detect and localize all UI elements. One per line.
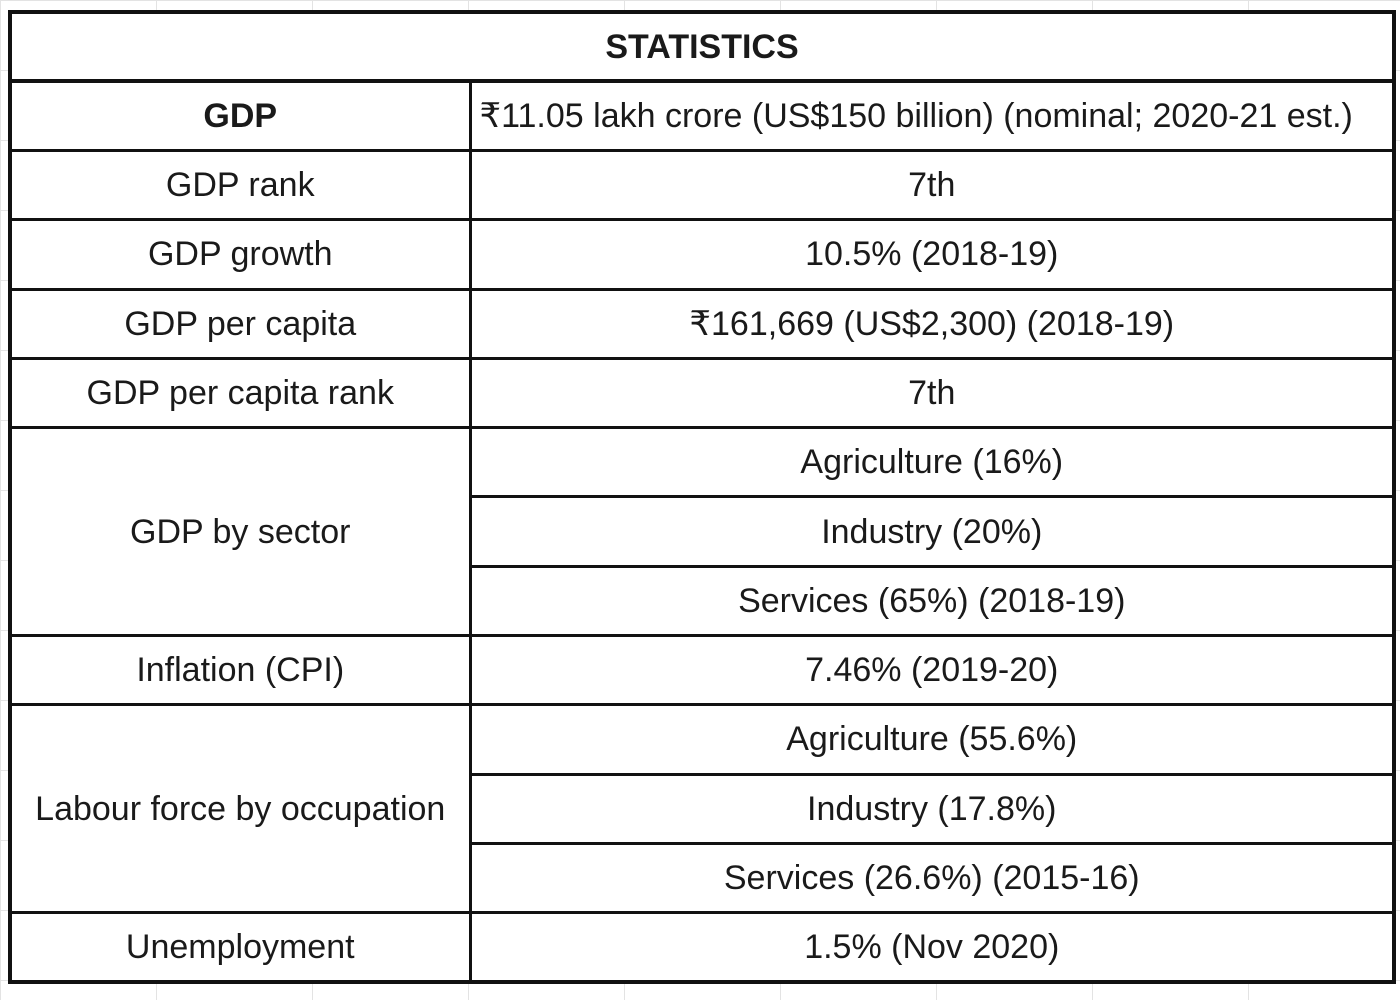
gdp-per-capita-label: GDP per capita — [8, 287, 472, 360]
gdp-growth-label: GDP growth — [8, 218, 472, 291]
table-row-gdp-per-capita: GDP per capita ₹161,669 (US$2,300) (2018… — [8, 287, 1396, 360]
table-row-gdp-rank: GDP rank 7th — [8, 149, 1396, 222]
table-row-unemployment: Unemployment 1.5% (Nov 2020) — [8, 911, 1396, 984]
gdp-label: GDP — [8, 79, 472, 153]
gdp-value: ₹11.05 lakh crore (US$150 billion) (nomi… — [468, 79, 1396, 153]
labour-agriculture: Agriculture (55.6%) — [468, 703, 1396, 776]
table-row-labour-industry: Industry (17.8%) — [10, 773, 1396, 845]
gdp-rank-label: GDP rank — [8, 149, 472, 222]
table-row-inflation: Inflation (CPI) 7.46% (2019-20) — [8, 634, 1396, 707]
labour-force-label: Labour force by occupation — [8, 703, 472, 915]
gdp-sector-industry: Industry (20%) — [468, 495, 1396, 568]
table-row-gdp-by-sector: GDP by sector Agriculture (16%) — [8, 426, 1396, 638]
gdp-sector-services: Services (65%) (2018-19) — [468, 565, 1396, 638]
table-row-gdp-sector-services: Services (65%) (2018-19) — [10, 565, 1396, 638]
gdp-sector-agriculture: Agriculture (16%) — [468, 426, 1396, 499]
table-row-gdp-growth: GDP growth 10.5% (2018-19) — [8, 218, 1396, 291]
table-row-gdp-per-capita-rank: GDP per capita rank 7th — [8, 356, 1396, 430]
statistics-table: STATISTICS GDP ₹11.05 lakh crore (US$150… — [8, 10, 1397, 984]
labour-industry: Industry (17.8%) — [468, 773, 1396, 845]
gdp-by-sector-label: GDP by sector — [8, 426, 472, 638]
table-row-labour-force: Labour force by occupation Agriculture (… — [8, 703, 1396, 915]
labour-services: Services (26.6%) (2015-16) — [468, 842, 1396, 915]
table-row-gdp: GDP ₹11.05 lakh crore (US$150 billion) (… — [8, 79, 1396, 153]
table-title: STATISTICS — [8, 10, 1396, 84]
unemployment-label: Unemployment — [8, 911, 472, 984]
inflation-value: 7.46% (2019-20) — [468, 634, 1396, 707]
unemployment-value: 1.5% (Nov 2020) — [468, 911, 1396, 984]
inflation-label: Inflation (CPI) — [8, 634, 472, 707]
gdp-per-capita-rank-value: 7th — [468, 356, 1396, 430]
gdp-per-capita-rank-label: GDP per capita rank — [8, 356, 472, 430]
table-header-row: STATISTICS — [8, 10, 1396, 84]
table-row-labour-services: Services (26.6%) (2015-16) — [10, 842, 1396, 915]
gdp-rank-value: 7th — [468, 149, 1396, 222]
table-row-gdp-sector-industry: Industry (20%) — [10, 495, 1396, 568]
gdp-per-capita-value: ₹161,669 (US$2,300) (2018-19) — [468, 287, 1396, 360]
gdp-growth-value: 10.5% (2018-19) — [468, 218, 1396, 291]
